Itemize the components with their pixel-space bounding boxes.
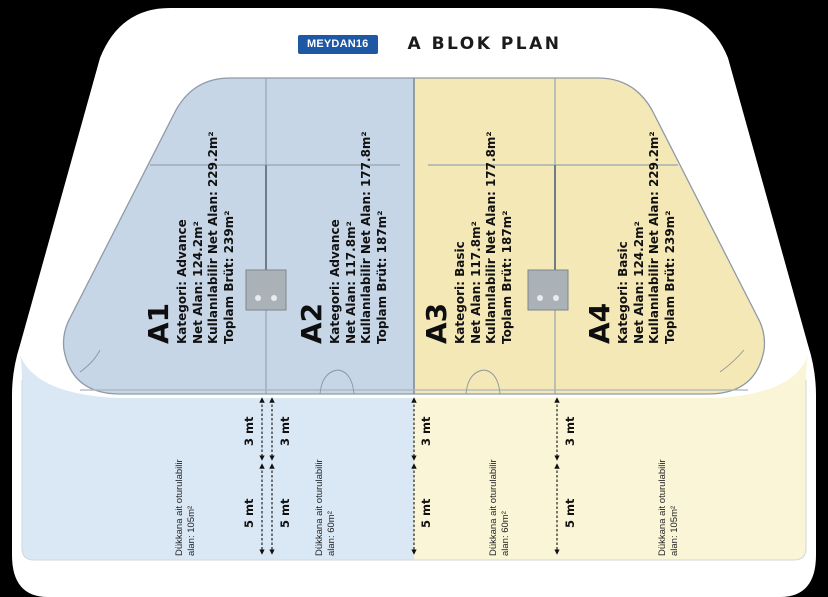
terrace-label-a1: Dükkana ait oturulabilir alan: 105m²	[174, 459, 197, 556]
terrace-label-a4: Dükkana ait oturulabilir alan: 105m²	[657, 459, 680, 556]
unit-a1-net-area: Net Alan: 124.2m²	[190, 221, 205, 344]
interior-walls	[80, 78, 748, 394]
unit-a4-info: Kategori: Basic Net Alan: 124.2m² Kullan…	[616, 131, 678, 344]
terrace-area-advance	[20, 355, 414, 560]
unit-a4-category: Kategori: Basic	[616, 241, 630, 344]
dim-label-3mt-left-a: 3 mt	[242, 416, 256, 447]
dim-label-5mt-left-a: 5 mt	[242, 498, 256, 529]
terrace-label-a2: Dükkana ait oturulabilir alan: 60m²	[314, 459, 337, 556]
dim-label-3mt-right: 3 mt	[563, 416, 577, 447]
terrace-area-basic	[414, 355, 808, 560]
unit-a3-label: A3	[420, 302, 453, 344]
unit-a3-net-area: Net Alan: 117.8m²	[468, 221, 483, 344]
dim-label-5mt-left-b: 5 mt	[278, 498, 292, 529]
terrace-outline	[21, 380, 807, 561]
plan-title: A BLOK PLAN	[407, 34, 562, 54]
dim-label-5mt-right: 5 mt	[563, 498, 577, 529]
plan-header: MEYDAN16 A BLOK PLAN	[298, 34, 562, 54]
unit-a1-usable-area: Kullanılabilir Net Alan: 229.2m²	[206, 131, 220, 344]
terrace-label-a3: Dükkana ait oturulabilir alan: 60m²	[488, 459, 511, 556]
building-outline	[62, 77, 766, 395]
unit-a4-usable-area: Kullanılabilir Net Alan: 229.2m²	[647, 131, 661, 344]
unit-a2-label: A2	[295, 302, 328, 344]
dim-label-3mt-center: 3 mt	[419, 416, 433, 447]
brand-badge: MEYDAN16	[298, 34, 378, 54]
unit-a3-gross-area: Toplam Brüt: 187m²	[499, 210, 514, 344]
unit-a4-net-area: Net Alan: 124.2m²	[631, 221, 646, 344]
unit-a2-usable-area: Kullanılabilir Net Alan: 177.8m²	[359, 131, 373, 344]
unit-a4-gross-area: Toplam Brüt: 239m²	[662, 210, 677, 344]
dim-label-5mt-center: 5 mt	[419, 498, 433, 529]
unit-a4-label: A4	[583, 302, 616, 344]
dimension-lines	[259, 397, 560, 555]
unit-area-advance	[63, 78, 414, 394]
dim-label-3mt-left-b: 3 mt	[278, 416, 292, 447]
unit-a2-net-area: Net Alan: 117.8m²	[343, 221, 358, 344]
unit-area-basic	[414, 78, 765, 394]
unit-a2-info: Kategori: Advance Net Alan: 117.8m² Kull…	[328, 131, 390, 344]
unit-a1-info: Kategori: Advance Net Alan: 124.2m² Kull…	[175, 131, 237, 344]
unit-a2-gross-area: Toplam Brüt: 187m²	[374, 210, 389, 344]
unit-a3-usable-area: Kullanılabilir Net Alan: 177.8m²	[484, 131, 498, 344]
unit-a3-info: Kategori: Basic Net Alan: 117.8m² Kullan…	[453, 131, 515, 344]
core-right	[527, 269, 569, 311]
core-left	[245, 269, 287, 311]
unit-a2-category: Kategori: Advance	[328, 219, 342, 344]
unit-a1-label: A1	[142, 302, 175, 344]
unit-a1-category: Kategori: Advance	[175, 219, 189, 344]
door-swings	[79, 349, 745, 395]
unit-a1-gross-area: Toplam Brüt: 239m²	[221, 210, 236, 344]
unit-a3-category: Kategori: Basic	[453, 241, 467, 344]
